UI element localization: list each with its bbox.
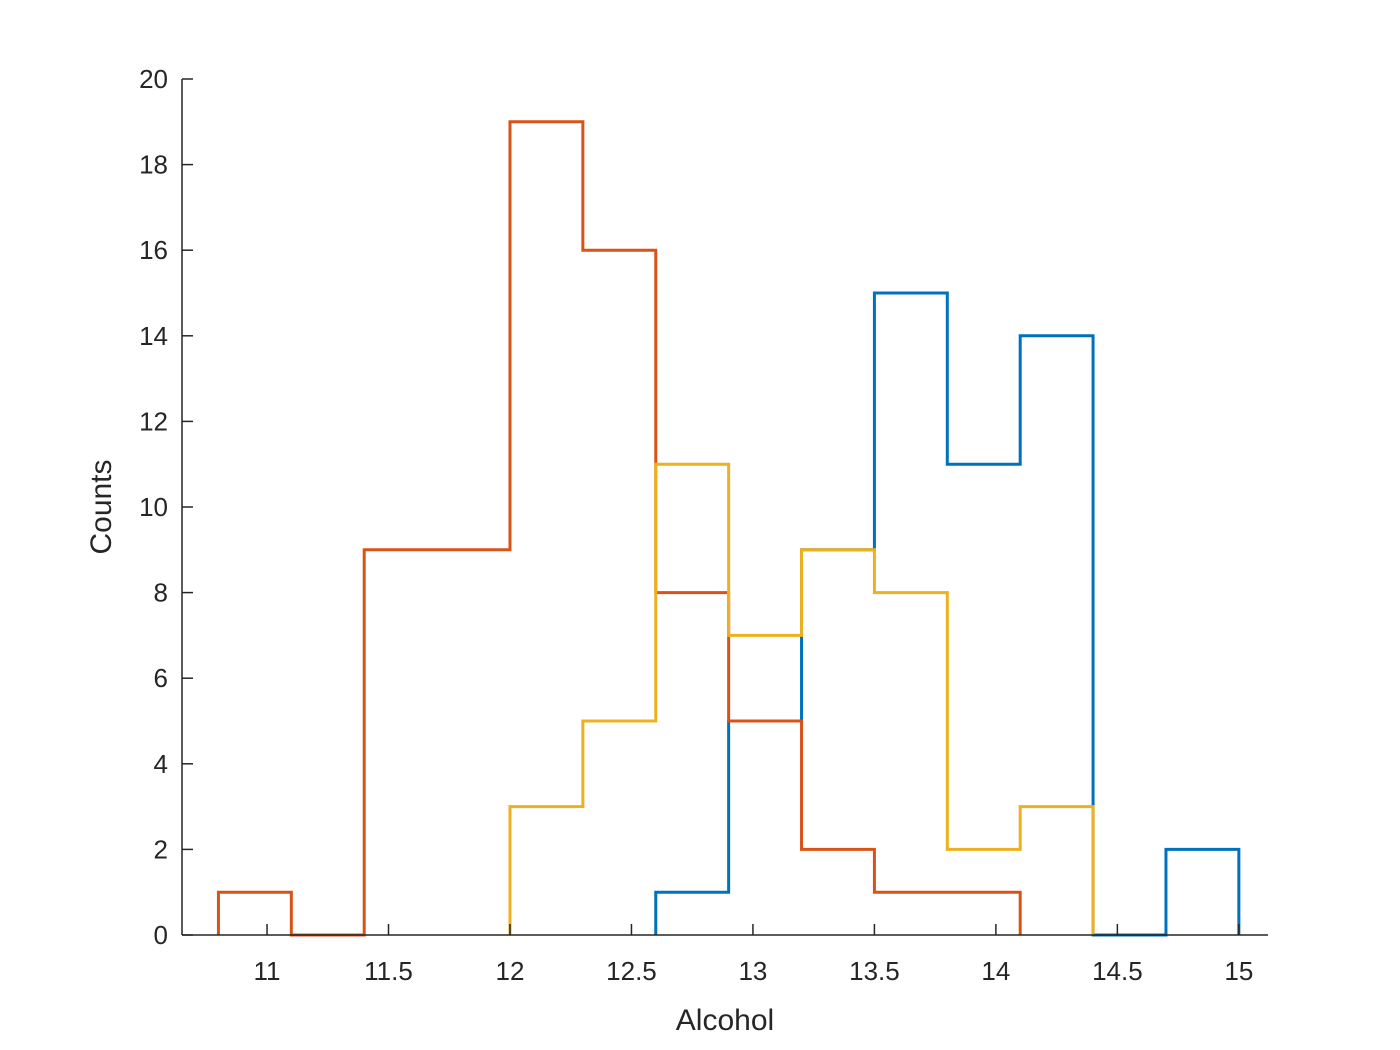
y-tick-label: 20 <box>139 64 168 94</box>
x-axis-label: Alcohol <box>676 1004 774 1037</box>
x-tick-label: 12.5 <box>606 956 657 986</box>
y-tick-label: 2 <box>154 834 168 864</box>
histogram-series-3 <box>508 462 1095 935</box>
x-tick-label: 15 <box>1224 956 1253 986</box>
histogram-series-1 <box>654 291 1241 937</box>
y-tick-label: 4 <box>154 749 168 779</box>
x-tick-label: 14 <box>981 956 1010 986</box>
x-tick-label: 11.5 <box>364 956 413 986</box>
histogram-series-2 <box>216 120 1022 937</box>
axes <box>181 79 1268 936</box>
y-axis-label: Counts <box>85 459 118 554</box>
y-tick-label: 14 <box>139 321 168 351</box>
y-tick-label: 18 <box>139 150 168 180</box>
y-tick-label: 6 <box>154 663 168 693</box>
x-tick-label: 12 <box>496 956 525 986</box>
x-tick-label: 14.5 <box>1092 956 1143 986</box>
x-tick-label: 13.5 <box>849 956 900 986</box>
y-tick-label: 0 <box>154 920 168 950</box>
x-ticks: 11 11.5 12 12.5 13 13.5 14 14.5 15 <box>254 924 1253 986</box>
y-ticks: 0 2 4 6 8 10 12 14 16 18 20 <box>139 64 193 950</box>
y-tick-label: 8 <box>154 578 168 608</box>
y-tick-label: 12 <box>139 406 168 436</box>
y-tick-label: 10 <box>139 492 168 522</box>
x-tick-label: 13 <box>738 956 767 986</box>
y-tick-label: 16 <box>139 235 168 265</box>
series-layer <box>216 120 1241 937</box>
x-tick-label: 11 <box>254 956 281 986</box>
